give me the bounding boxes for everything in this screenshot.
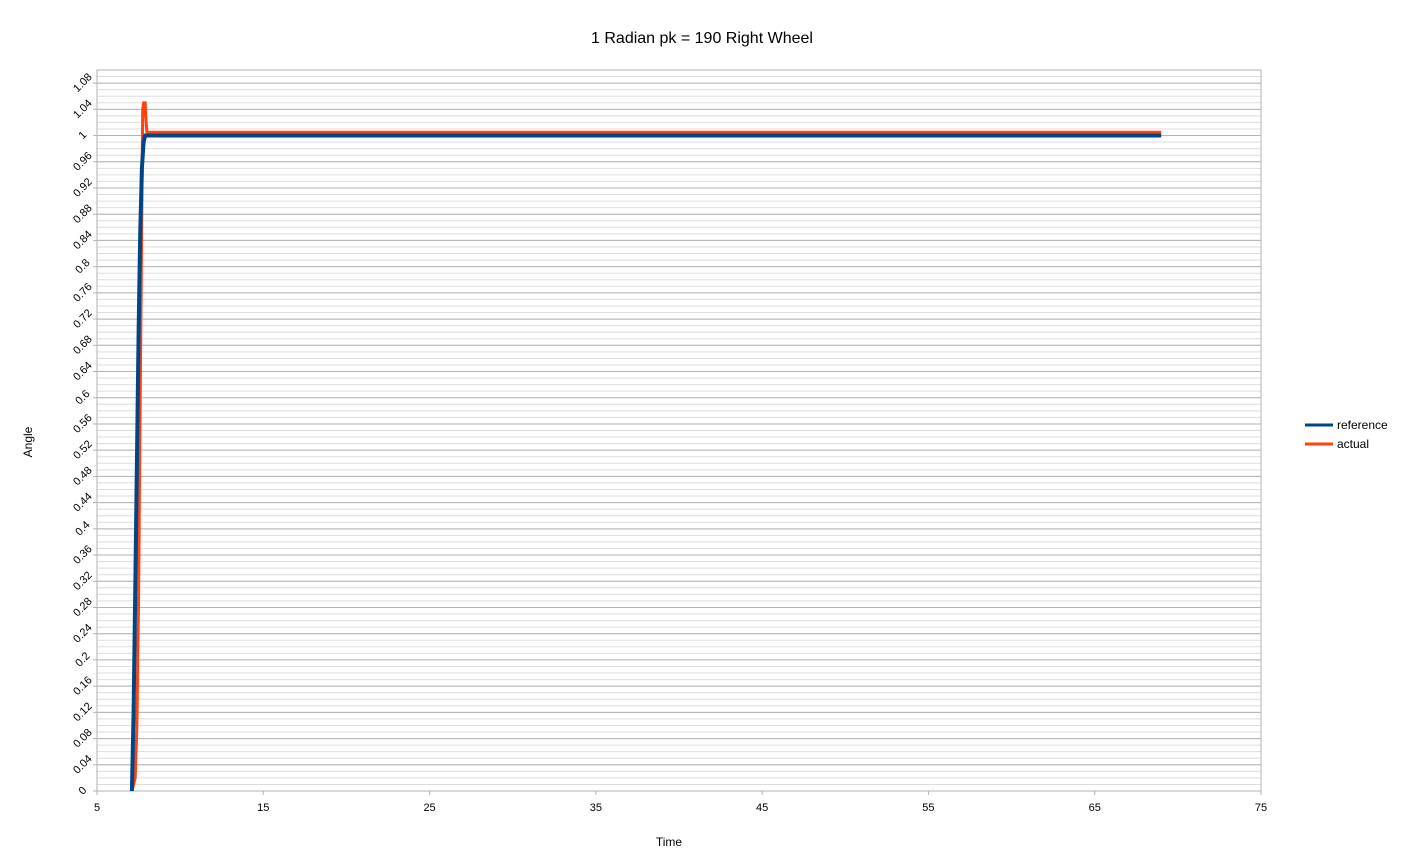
y-tick-label: 0.92 [71, 176, 95, 200]
y-tick-label: 0.84 [71, 229, 95, 253]
y-tick-label: 0.2 [73, 650, 92, 669]
series-lines [129, 101, 1162, 792]
y-tick-label: 0.48 [71, 464, 95, 488]
y-tick-label: 0.8 [73, 257, 92, 276]
y-tick-label: 0.76 [71, 281, 95, 305]
y-tick-label: 0.08 [71, 727, 95, 751]
y-tick-label: 0.96 [71, 150, 95, 174]
y-axis-ticks: 0 0.040.08 0.120.16 0.2 0.240.28 0.320.36 0.4 0… [71, 71, 97, 797]
chart-title: 1 Radian pk = 190 Right Wheel [591, 30, 813, 47]
y-tick-label: 0.28 [71, 596, 95, 620]
y-tick-label: 0.32 [71, 569, 95, 593]
x-tick-label: 65 [1089, 802, 1101, 814]
y-tick-label: 0.36 [71, 543, 95, 567]
minor-grid [97, 76, 1261, 785]
y-tick-label: 0.88 [71, 202, 95, 226]
series-line-reference [129, 133, 1162, 792]
y-tick-label: 0.68 [71, 333, 95, 357]
plot-area-frame [96, 69, 1262, 792]
y-tick-label: 0.72 [71, 307, 95, 331]
x-tick-label: 25 [423, 802, 435, 814]
x-tick-label: 15 [257, 802, 269, 814]
x-tick-label: 5 [94, 802, 100, 814]
y-tick-label: 0.4 [73, 519, 92, 538]
y-tick-label: 0 [77, 785, 90, 798]
legend: reference actual [1305, 418, 1388, 451]
y-tick-label: 0.52 [71, 438, 95, 462]
series-line-actual [130, 101, 1162, 792]
y-tick-label: 0.56 [71, 412, 95, 436]
legend-label-reference: reference [1337, 418, 1388, 432]
y-axis-label: Angle [21, 426, 35, 457]
y-tick-label: 0.44 [71, 491, 95, 515]
y-tick-label: 0.12 [71, 700, 95, 724]
x-axis-label: Time [656, 835, 683, 849]
y-tick-label: 0.16 [71, 674, 95, 698]
y-tick-label: 1 [77, 129, 90, 142]
y-tick-label: 0.04 [71, 753, 95, 777]
legend-label-actual: actual [1337, 437, 1369, 451]
y-tick-label: 0.64 [71, 360, 95, 384]
x-tick-label: 75 [1255, 802, 1267, 814]
y-tick-label: 0.24 [71, 622, 95, 646]
x-tick-label: 45 [756, 802, 768, 814]
y-tick-label: 1.04 [71, 97, 95, 121]
y-tick-label: 0.6 [73, 388, 92, 407]
x-tick-label: 55 [922, 802, 934, 814]
y-tick-label: 1.08 [71, 71, 95, 95]
x-tick-label: 35 [590, 802, 602, 814]
x-axis-ticks: 5 15 25 35 45 55 65 75 [94, 791, 1267, 814]
